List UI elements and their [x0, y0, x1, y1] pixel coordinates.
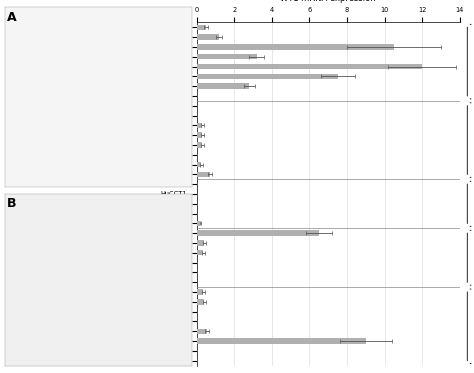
Bar	[197, 299, 204, 304]
Bar	[197, 338, 366, 344]
Bar	[197, 162, 201, 167]
Bar	[197, 240, 204, 246]
Text: C: C	[139, 14, 148, 27]
Bar	[197, 84, 249, 89]
Bar	[197, 34, 219, 40]
Bar	[197, 250, 203, 256]
Bar	[197, 329, 207, 334]
Bar	[197, 289, 203, 295]
Bar	[197, 123, 202, 128]
Bar	[197, 221, 201, 226]
Text: B: B	[7, 197, 16, 210]
Bar	[197, 44, 394, 50]
Title: WT1 mRNA expression: WT1 mRNA expression	[281, 0, 376, 3]
Bar	[197, 231, 319, 236]
Bar	[197, 25, 206, 30]
Bar	[197, 172, 210, 177]
Bar	[197, 73, 337, 79]
Bar	[197, 142, 202, 148]
Bar	[197, 132, 202, 138]
Text: A: A	[7, 11, 16, 24]
Bar	[197, 54, 257, 59]
Bar	[197, 64, 422, 69]
